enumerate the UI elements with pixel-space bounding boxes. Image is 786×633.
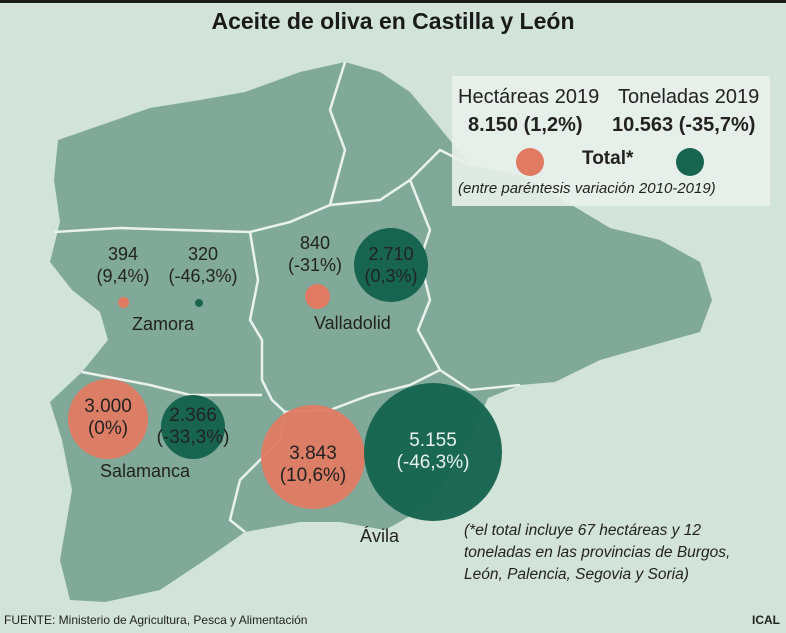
value: 3.000 xyxy=(84,396,132,417)
variation: (0%) xyxy=(87,418,129,439)
avila-hectareas-label: 3.843 (10,6%) xyxy=(268,443,358,487)
value: 3.843 xyxy=(289,443,337,464)
value: 5.155 xyxy=(409,430,457,451)
footnote: (*el total incluye 67 hectáreas y 12 ton… xyxy=(464,520,730,586)
avila-toneladas-circle xyxy=(364,383,502,521)
value: 394 xyxy=(107,244,139,264)
valladolid-toneladas-label: 2.710 (0,3%) xyxy=(351,243,431,287)
footnote-line: León, Palencia, Segovia y Soria) xyxy=(464,566,689,583)
province-name-avila: Ávila xyxy=(360,526,400,546)
avila-hectareas-circle xyxy=(261,405,365,509)
variation: (-33,3%) xyxy=(156,427,230,448)
province-name-valladolid: Valladolid xyxy=(314,313,391,333)
variation: (-31%) xyxy=(287,255,342,275)
legend-box: Hectáreas 2019 Toneladas 2019 8.150 (1,2… xyxy=(452,76,770,206)
valladolid-toneladas-circle xyxy=(354,228,428,302)
brand-credit: ICAL xyxy=(752,613,780,627)
salamanca-hectareas-label: 3.000 (0%) xyxy=(68,396,148,440)
valladolid-hectareas-circle xyxy=(305,284,330,309)
legend-total-label: Total* xyxy=(582,148,634,169)
zamora-hectareas-circle xyxy=(118,297,129,308)
province-name-zamora: Zamora xyxy=(132,314,195,334)
zamora-toneladas-label: 320 (-46,3%) xyxy=(158,243,248,287)
title: Aceite de oliva en Castilla y León xyxy=(211,8,575,34)
legend-toneladas-dot xyxy=(676,148,704,176)
footnote-line: (*el total incluye 67 hectáreas y 12 xyxy=(464,522,701,539)
legend-hectareas-dot xyxy=(516,148,544,176)
footnote-line: toneladas en las provincias de Burgos, xyxy=(464,544,731,561)
salamanca-toneladas-circle xyxy=(161,395,225,459)
province-borders xyxy=(53,61,521,533)
variation: (0,3%) xyxy=(364,266,418,286)
value: 840 xyxy=(299,233,331,253)
salamanca-hectareas-circle xyxy=(68,379,148,459)
legend-note: (entre paréntesis variación 2010-2019) xyxy=(458,180,716,197)
salamanca-toneladas-label: 2.366 (-33,3%) xyxy=(148,405,238,449)
zamora-hectareas-label: 394 (9,4%) xyxy=(88,243,158,287)
avila-toneladas-label: 5.155 (-46,3%) xyxy=(383,430,483,474)
variation: (-46,3%) xyxy=(168,266,238,286)
variation: (-46,3%) xyxy=(396,452,470,473)
value: 2.710 xyxy=(368,244,414,264)
legend-hectareas-label: Hectáreas 2019 xyxy=(458,86,600,108)
zamora-toneladas-circle xyxy=(195,299,203,307)
legend-hectareas-total: 8.150 (1,2%) xyxy=(468,114,583,136)
valladolid-hectareas-label: 840 (-31%) xyxy=(280,232,350,276)
province-name-salamanca: Salamanca xyxy=(100,461,191,481)
top-rule xyxy=(0,0,786,3)
legend-toneladas-label: Toneladas 2019 xyxy=(618,86,760,108)
legend-toneladas-total: 10.563 (-35,7%) xyxy=(612,114,756,136)
variation: (10,6%) xyxy=(279,465,347,486)
value: 2.366 xyxy=(169,405,217,426)
value: 320 xyxy=(187,244,219,264)
source-credit: FUENTE: Ministerio de Agricultura, Pesca… xyxy=(4,613,308,627)
variation: (9,4%) xyxy=(96,266,150,286)
